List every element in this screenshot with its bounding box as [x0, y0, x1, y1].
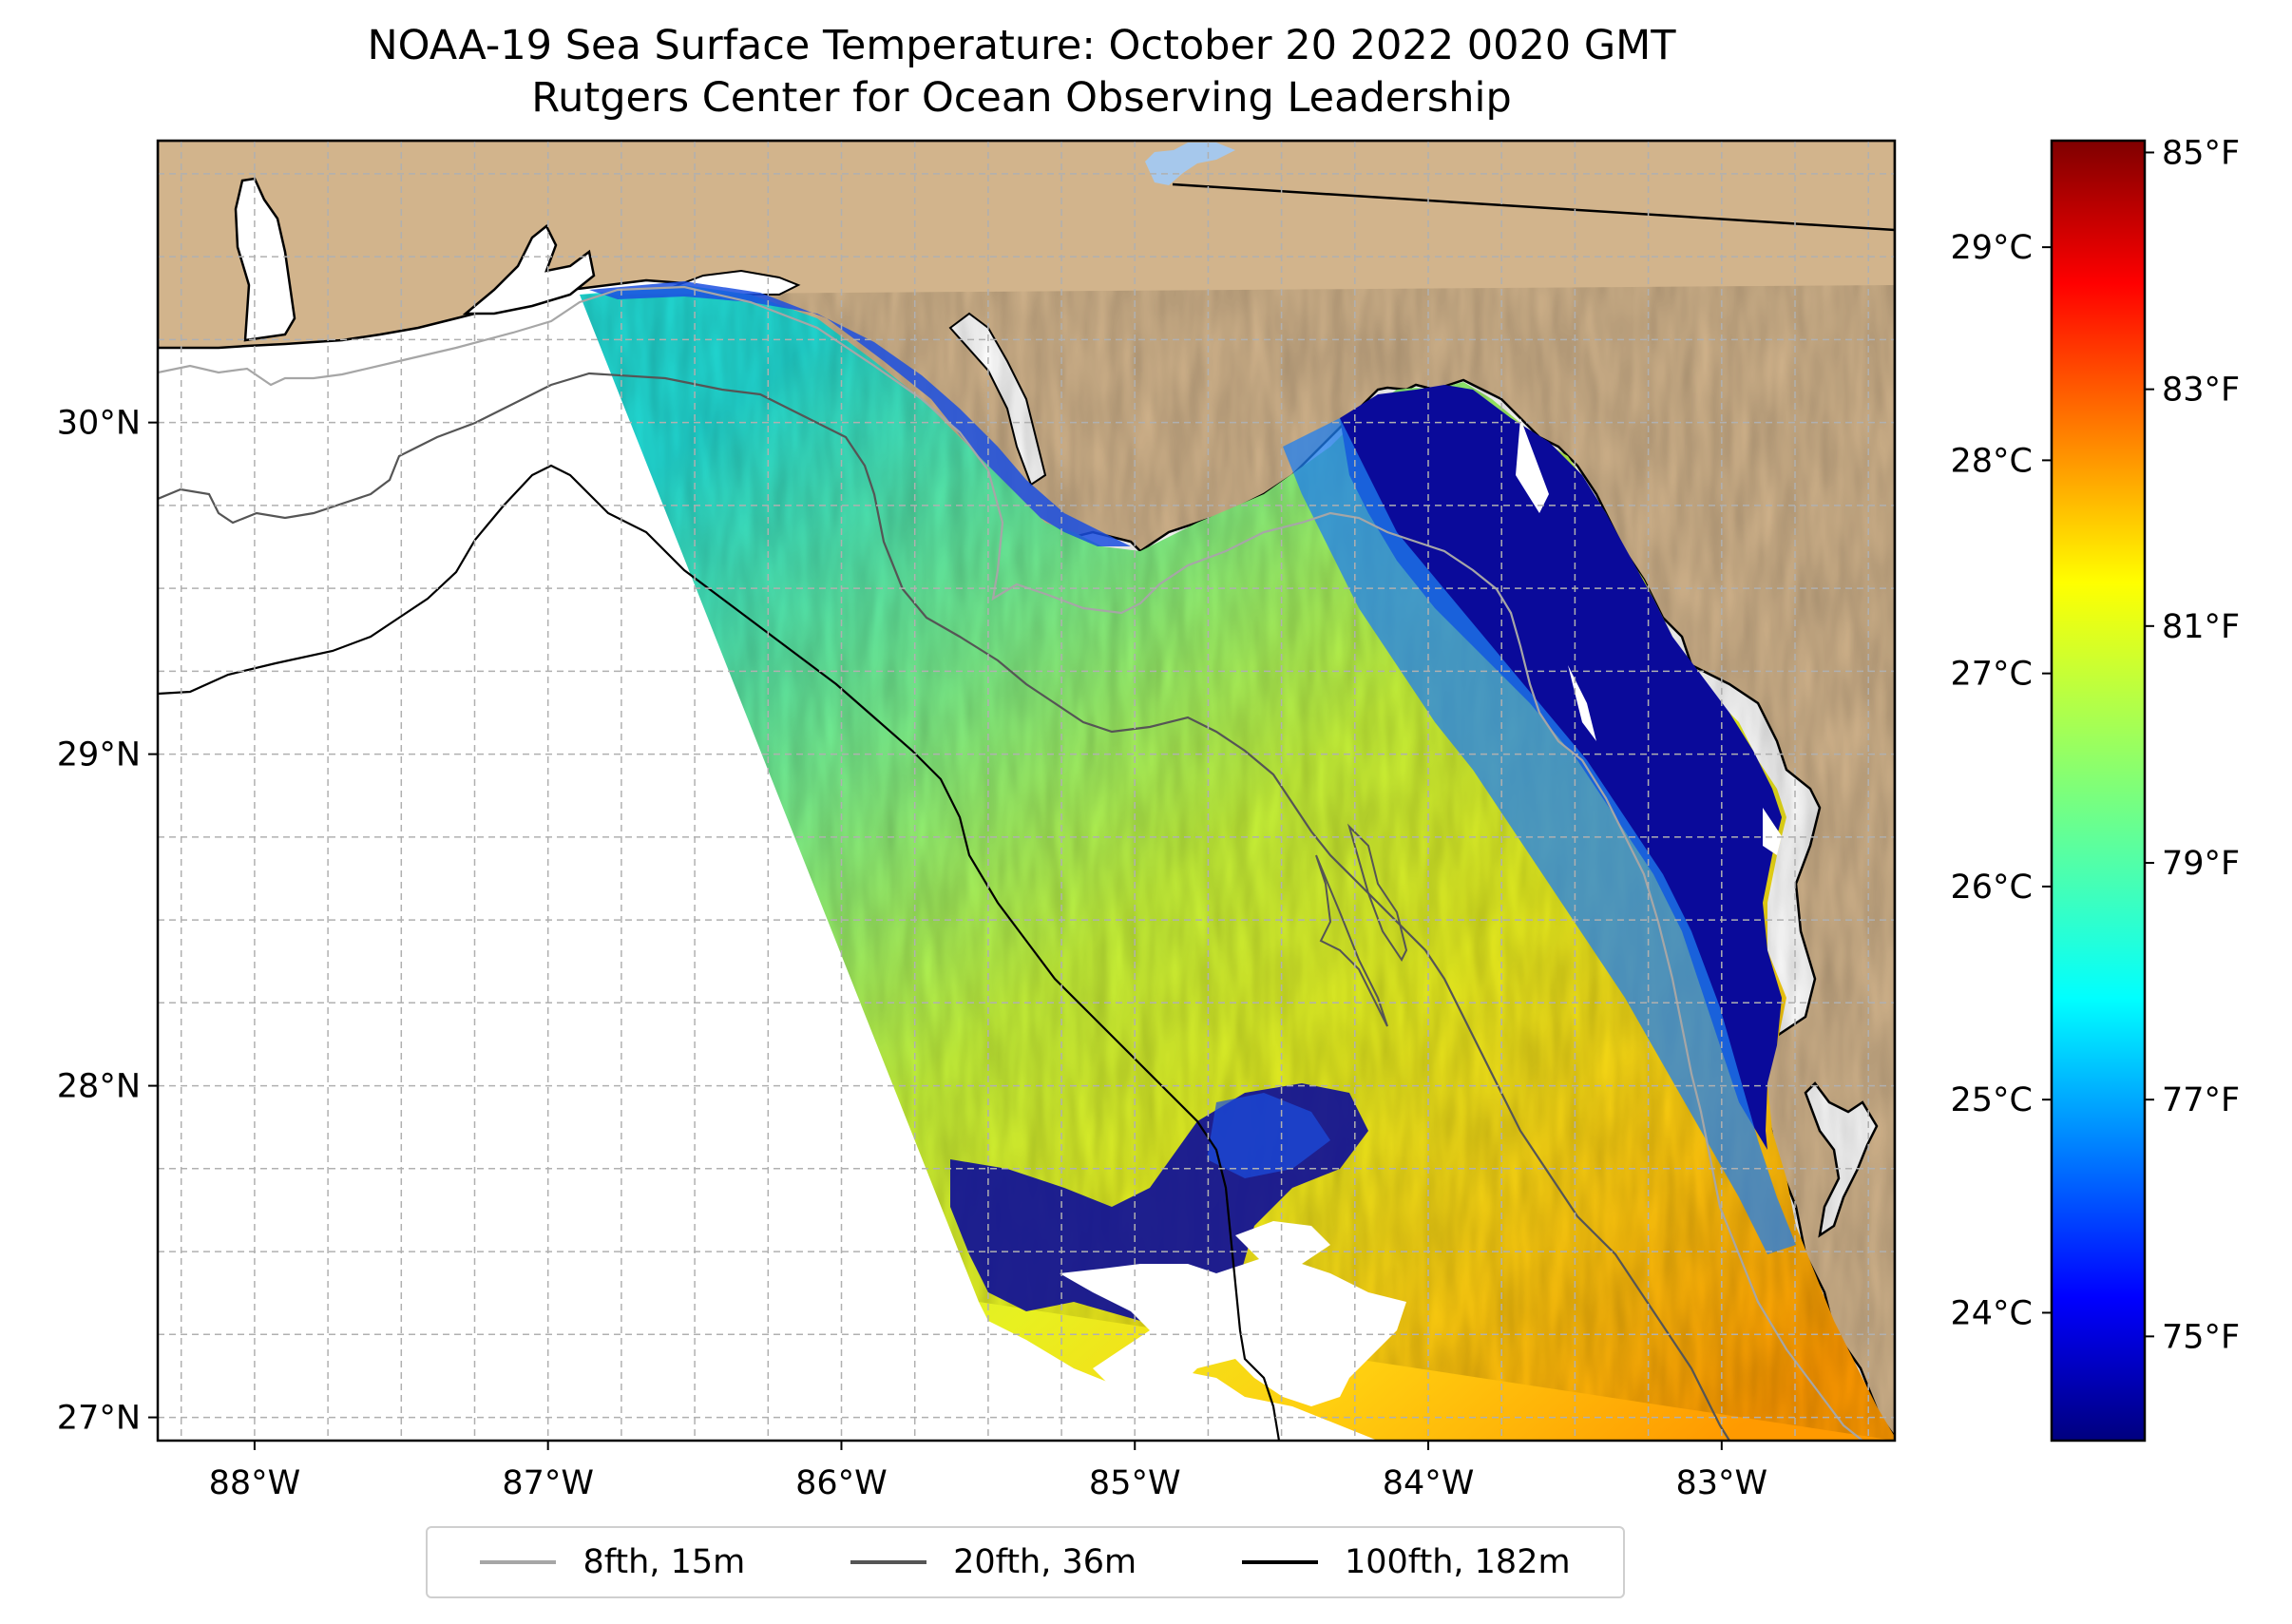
celsius-tick-label: 24°C	[1951, 1294, 2033, 1332]
lat-tick-label: 29°N	[57, 736, 141, 774]
mobile-bay	[234, 177, 296, 342]
fahrenheit-tick-label: 75°F	[2162, 1318, 2240, 1356]
fahrenheit-tick-label: 79°F	[2162, 845, 2240, 883]
lon-tick-label: 88°W	[209, 1464, 301, 1502]
map-frame	[156, 139, 1897, 1442]
state-border	[1172, 182, 1895, 232]
isobath-36m	[158, 372, 1730, 1441]
celsius-tick-label: 26°C	[1951, 869, 2033, 907]
fahrenheit-tick-label: 81°F	[2162, 608, 2240, 646]
isobath-legend: 8fth, 15m 20fth, 36m 100fth, 182m	[426, 1526, 1625, 1598]
title-line-1: NOAA-19 Sea Surface Temperature: October…	[367, 22, 1676, 69]
celsius-tick-label: 25°C	[1951, 1081, 2033, 1119]
sst-swath	[580, 281, 1895, 1441]
isobath-36m-islands	[1315, 823, 1408, 1027]
isobath-182m	[158, 464, 1281, 1441]
lat-tick-label: 28°N	[57, 1068, 141, 1106]
lon-tick-label: 84°W	[1383, 1464, 1475, 1502]
legend-label-36m: 20fth, 36m	[953, 1543, 1137, 1581]
latitude-axis: 30°N 29°N 28°N 27°N	[57, 405, 158, 1438]
legend-line-36m	[850, 1560, 927, 1564]
isobath-15m	[158, 285, 1863, 1441]
celsius-tick-label: 29°C	[1951, 229, 2033, 267]
lon-tick-label: 83°W	[1675, 1464, 1767, 1502]
title-line-2: Rutgers Center for Ocean Observing Leade…	[531, 74, 1512, 122]
fahrenheit-tick-label: 77°F	[2162, 1081, 2240, 1119]
legend-label-15m: 8fth, 15m	[583, 1543, 746, 1581]
celsius-tick-label: 27°C	[1951, 656, 2033, 694]
colorbar-celsius-axis: 29°C 28°C 27°C 26°C 25°C 24°C	[1951, 229, 2052, 1332]
lake-seminole	[1145, 143, 1235, 185]
fahrenheit-tick-label: 85°F	[2162, 134, 2240, 172]
gridlines	[158, 141, 1895, 1441]
lon-tick-label: 85°W	[1089, 1464, 1181, 1502]
pensacola-bay	[462, 224, 596, 315]
colorbar-fahrenheit-axis: 85°F 83°F 81°F 79°F 77°F 75°F	[2145, 134, 2240, 1356]
legend-item-182m: 100fth, 182m	[1241, 1543, 1571, 1581]
fahrenheit-tick-label: 83°F	[2162, 372, 2240, 410]
no-data-region	[1060, 1254, 1406, 1406]
legend-label-182m: 100fth, 182m	[1344, 1543, 1571, 1581]
longitude-axis: 88°W 87°W 86°W 85°W 84°W 83°W	[209, 1441, 1767, 1502]
legend-item-15m: 8fth, 15m	[480, 1543, 745, 1581]
lon-tick-label: 87°W	[502, 1464, 594, 1502]
legend-item-36m: 20fth, 36m	[850, 1543, 1136, 1581]
map-panel	[158, 141, 1895, 1441]
celsius-tick-label: 28°C	[1951, 442, 2033, 480]
colorbar	[2050, 139, 2147, 1442]
lat-tick-label: 27°N	[57, 1400, 141, 1438]
legend-line-182m	[1241, 1560, 1318, 1564]
lon-tick-label: 86°W	[795, 1464, 888, 1502]
legend-line-15m	[480, 1560, 557, 1564]
lat-tick-label: 30°N	[57, 405, 141, 443]
